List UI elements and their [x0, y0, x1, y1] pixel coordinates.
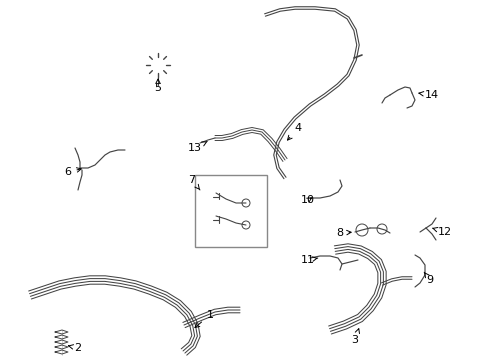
Text: 1: 1 — [195, 310, 214, 328]
Text: 8: 8 — [337, 228, 351, 238]
Text: 9: 9 — [424, 272, 434, 285]
Bar — [195, 175, 267, 247]
Text: 10: 10 — [301, 195, 315, 205]
Text: 5: 5 — [154, 79, 162, 93]
Text: 14: 14 — [419, 90, 439, 100]
Text: 4: 4 — [288, 123, 301, 140]
Text: 3: 3 — [351, 329, 360, 345]
Text: 7: 7 — [189, 175, 200, 190]
Text: 11: 11 — [301, 255, 318, 265]
Text: 12: 12 — [433, 227, 452, 237]
Text: 6: 6 — [65, 167, 81, 177]
Text: 13: 13 — [188, 141, 207, 153]
Text: 2: 2 — [69, 343, 81, 353]
